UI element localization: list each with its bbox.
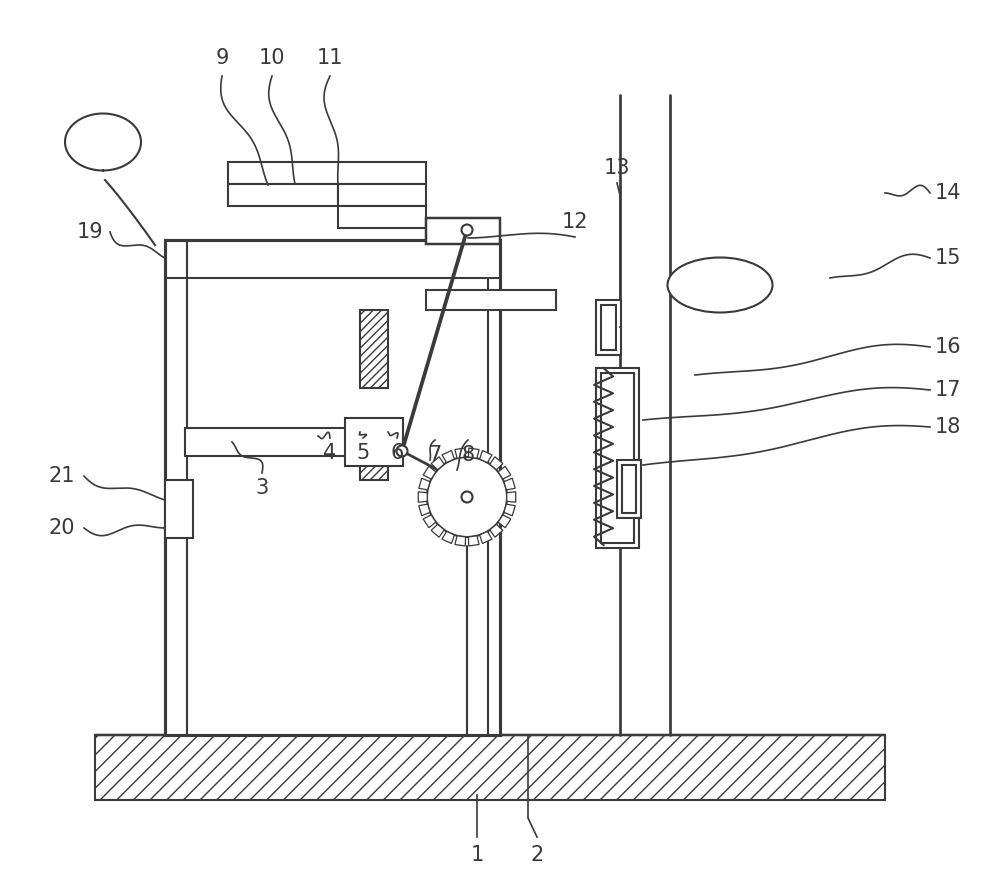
Bar (622, 465, 636, 513)
Polygon shape (480, 451, 492, 462)
Polygon shape (490, 457, 503, 469)
Polygon shape (423, 466, 436, 479)
Bar (426, 218, 500, 244)
Polygon shape (455, 448, 466, 458)
Bar (228, 162, 426, 184)
Ellipse shape (668, 258, 772, 313)
Text: 20: 20 (49, 518, 75, 538)
Text: 19: 19 (77, 222, 103, 242)
Polygon shape (431, 525, 444, 537)
Polygon shape (507, 492, 516, 502)
Circle shape (397, 445, 408, 456)
Polygon shape (419, 504, 430, 516)
Text: 4: 4 (323, 443, 337, 463)
Bar (165, 480, 193, 538)
Polygon shape (468, 448, 479, 458)
Text: 18: 18 (935, 417, 961, 437)
Circle shape (450, 474, 461, 485)
Polygon shape (442, 451, 454, 462)
Text: 2: 2 (530, 845, 544, 865)
Circle shape (462, 225, 473, 236)
Bar (360, 310, 388, 388)
Text: 14: 14 (935, 183, 961, 203)
Polygon shape (468, 536, 479, 546)
Polygon shape (490, 525, 503, 537)
Bar (601, 305, 616, 350)
Bar (228, 184, 338, 206)
Text: 11: 11 (317, 48, 343, 68)
Polygon shape (504, 478, 515, 490)
Circle shape (462, 492, 473, 502)
Circle shape (427, 457, 507, 537)
Polygon shape (498, 466, 511, 479)
Text: 3: 3 (255, 478, 269, 498)
Text: 17: 17 (935, 380, 961, 400)
Bar (426, 290, 556, 310)
Polygon shape (419, 478, 430, 490)
Polygon shape (498, 515, 511, 528)
Bar (165, 240, 500, 735)
Text: 8: 8 (461, 445, 475, 465)
Bar (617, 460, 641, 518)
Text: 6: 6 (390, 443, 404, 463)
Text: 16: 16 (935, 337, 961, 357)
Polygon shape (455, 536, 466, 546)
Polygon shape (423, 515, 436, 528)
Polygon shape (480, 532, 492, 543)
Text: 10: 10 (259, 48, 285, 68)
Bar (95, 735, 885, 800)
Text: 9: 9 (215, 48, 229, 68)
Bar (596, 368, 639, 548)
Text: 7: 7 (428, 445, 442, 465)
Text: 1: 1 (470, 845, 484, 865)
Bar (338, 206, 426, 228)
Text: 15: 15 (935, 248, 961, 268)
Polygon shape (418, 492, 427, 502)
Polygon shape (442, 532, 454, 543)
Bar (338, 184, 426, 206)
Polygon shape (431, 457, 444, 469)
Text: 13: 13 (604, 158, 630, 178)
Bar (360, 430, 388, 480)
Bar (185, 428, 370, 456)
Bar (345, 418, 403, 466)
Bar (596, 300, 621, 355)
Text: 12: 12 (562, 212, 588, 232)
Polygon shape (504, 504, 515, 516)
Text: 21: 21 (49, 466, 75, 486)
Text: 5: 5 (356, 443, 370, 463)
Bar (601, 373, 634, 543)
